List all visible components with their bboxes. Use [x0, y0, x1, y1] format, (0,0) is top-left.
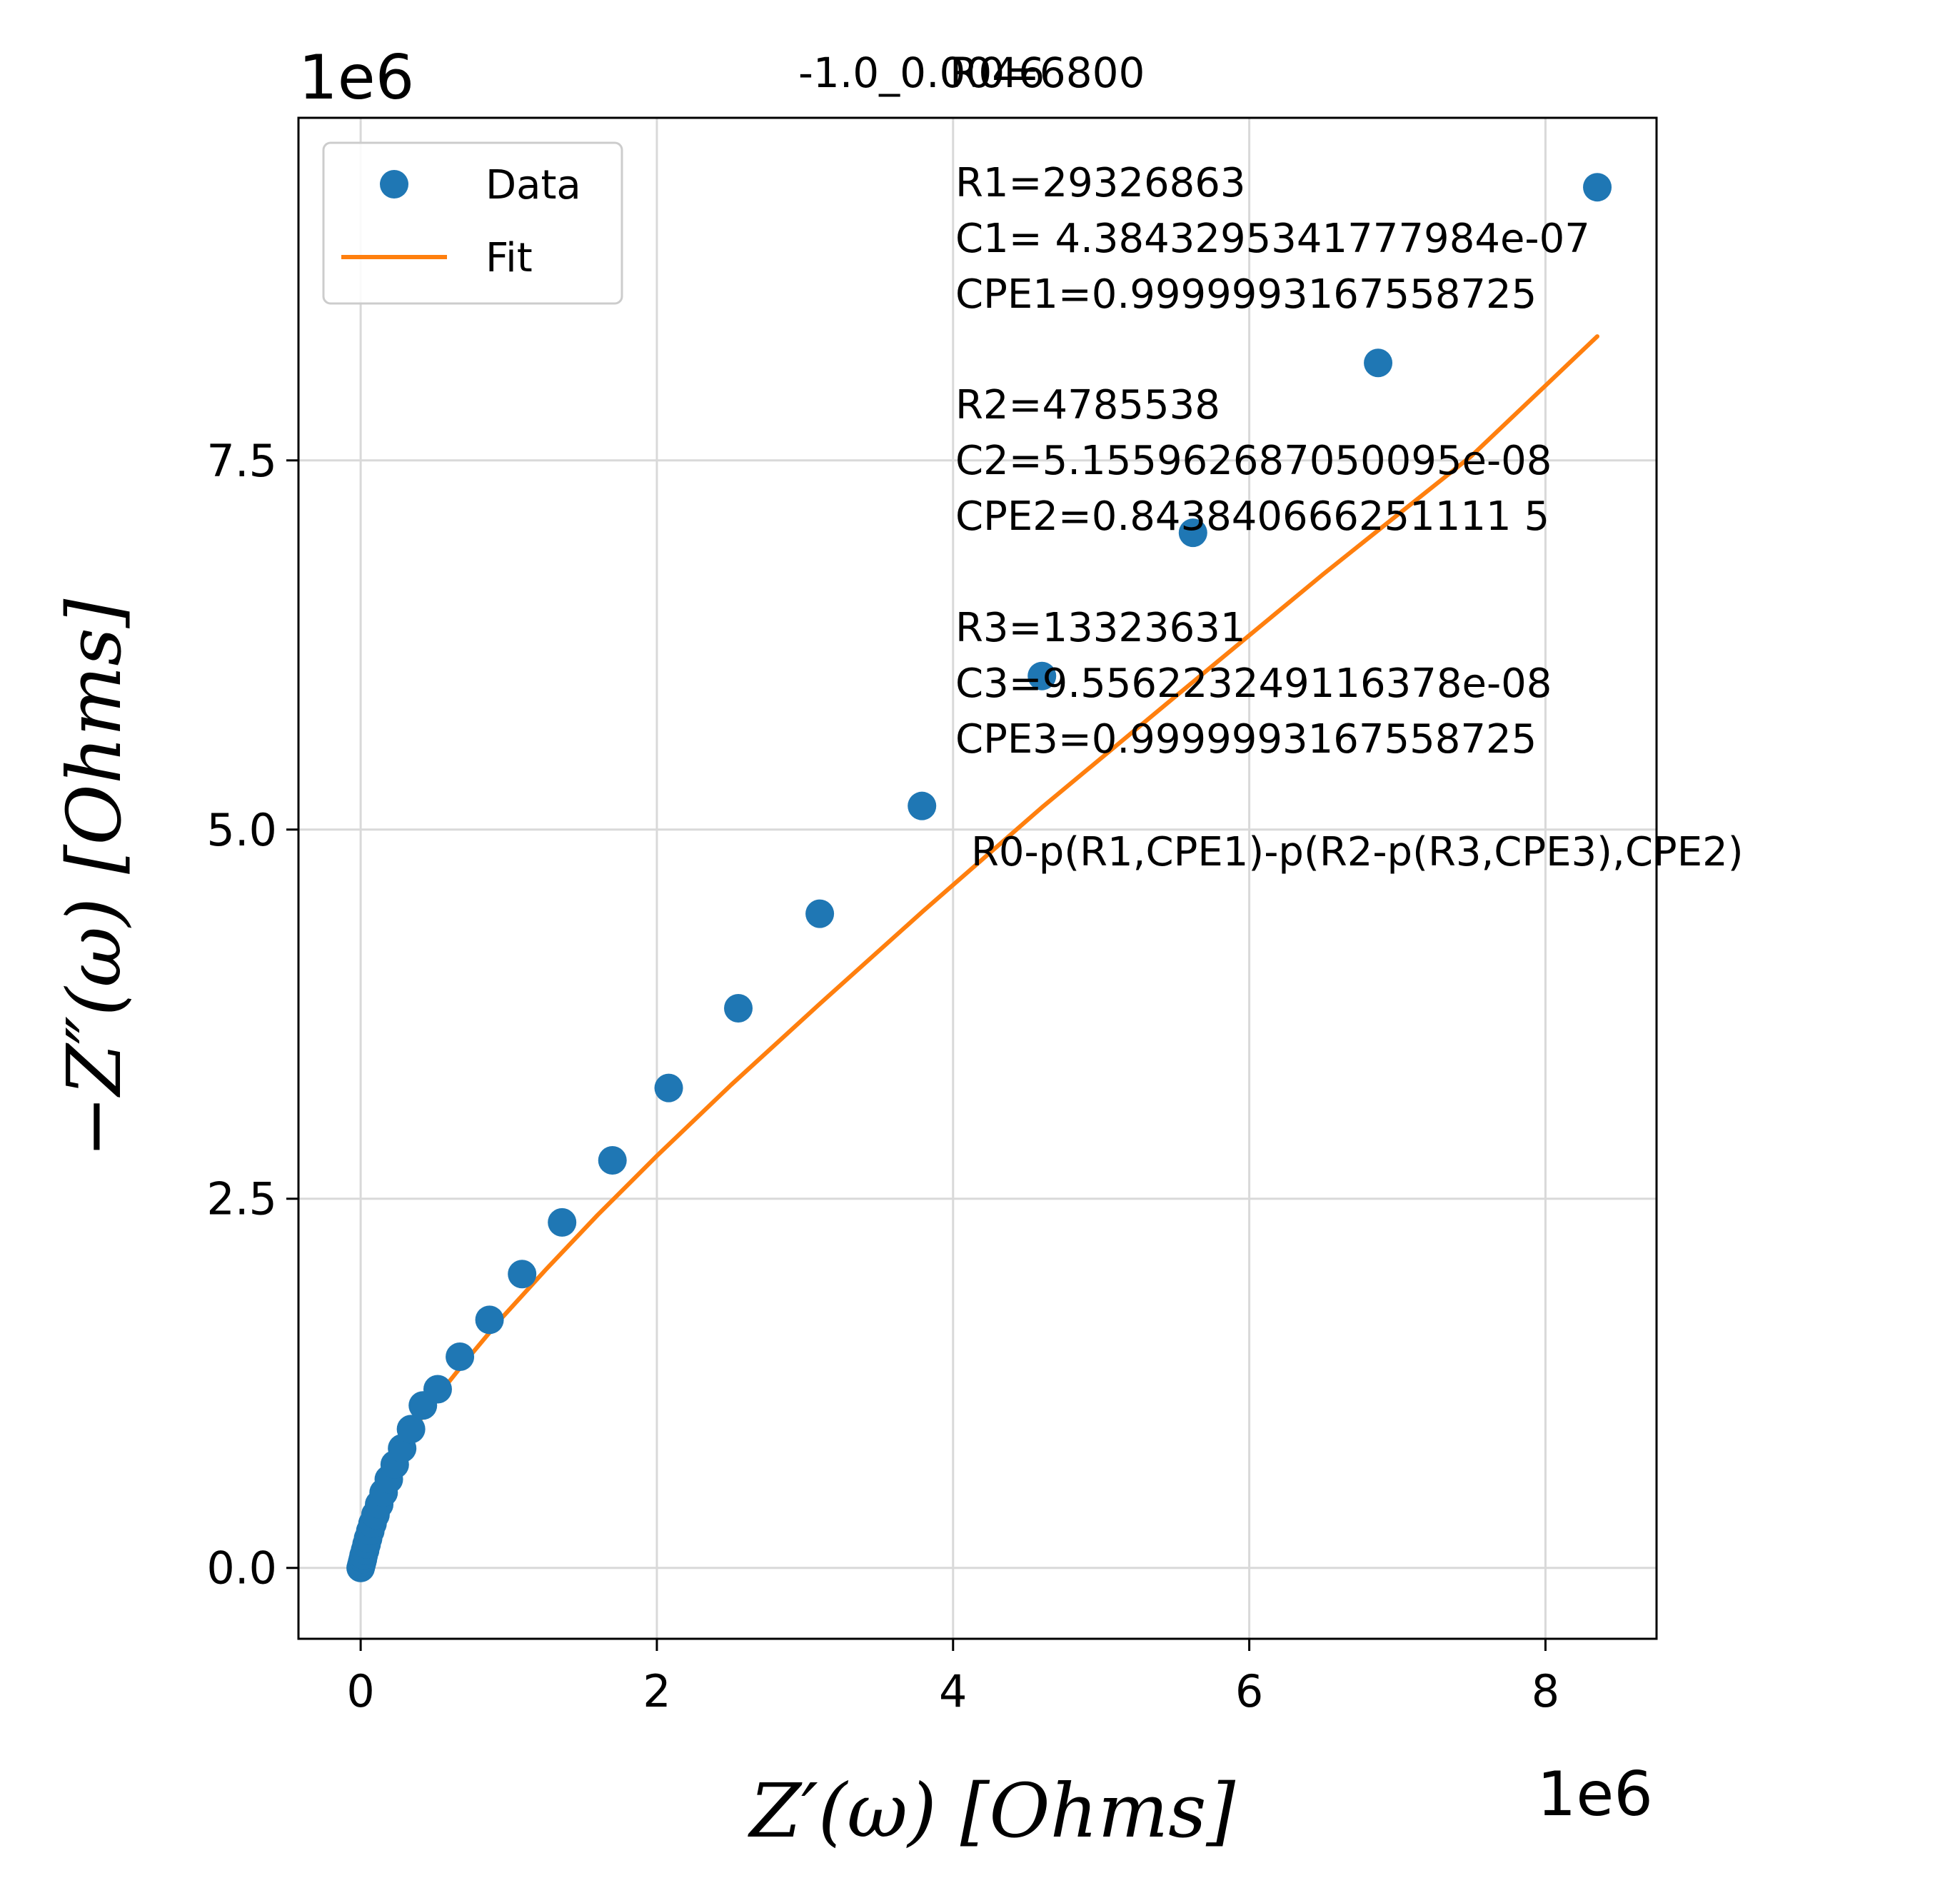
- fit-parameter-annotations: R1=29326863 C1= 4.384329534177798­4e-07 …: [955, 160, 1744, 875]
- annotation-cpe3: CPE3=0.9999993167558725: [955, 716, 1537, 763]
- data-point: [724, 993, 753, 1023]
- x-tick-label: 0: [346, 1665, 374, 1717]
- data-point: [598, 1145, 627, 1175]
- data-point: [1364, 348, 1393, 378]
- annotation-cpe1: CPE1=0.9999993167558725: [955, 271, 1537, 318]
- x-tick-label: 2: [643, 1665, 670, 1717]
- data-point: [423, 1375, 452, 1404]
- annotation-c2: C2=5.155962687050095e-08: [955, 438, 1552, 484]
- y-tick-label: 5.0: [206, 804, 277, 856]
- chart-title-part-2: R0=6800: [950, 49, 1145, 97]
- x-tick-label: 6: [1235, 1665, 1263, 1717]
- points-layer: [346, 173, 1612, 1582]
- x-axis-label: Z′(ω) [Ohms]: [748, 1767, 1236, 1854]
- data-point: [396, 1415, 426, 1444]
- data-point: [446, 1342, 475, 1372]
- annotation-c1: C1= 4.384329534177798­4e-07: [955, 216, 1590, 262]
- x-axis-offset-label: 1e6: [1537, 1759, 1653, 1830]
- legend-data-marker: [380, 170, 408, 199]
- annotation-r1: R1=29326863: [955, 160, 1246, 206]
- y-tick-label: 2.5: [206, 1173, 277, 1225]
- data-point: [1178, 518, 1207, 548]
- data-point: [654, 1073, 683, 1103]
- data-point: [475, 1305, 504, 1335]
- data-point: [805, 899, 835, 928]
- y-axis-offset-label: 1e6: [298, 42, 414, 114]
- y-tick-label: 7.5: [206, 435, 277, 487]
- data-point: [908, 791, 937, 820]
- ticks-layer: 0 2 4 6 8 0.0 2.5 5.0 7.5: [206, 435, 1559, 1717]
- x-tick-label: 4: [939, 1665, 967, 1717]
- y-tick-label: 0.0: [206, 1542, 277, 1595]
- annotation-r3: R3=13323631: [955, 605, 1246, 651]
- annotation-cpe2: CPE2=0.843840666251111 5: [955, 493, 1549, 540]
- legend: Data Fit: [322, 141, 623, 305]
- data-point: [508, 1260, 537, 1289]
- annotation-c3: C3=9.556223249116378e-08: [955, 661, 1552, 707]
- data-point: [1027, 661, 1057, 691]
- chart-title-part-1: -1.0_0.0046: [798, 49, 1045, 97]
- annotation-circuit: R0-p(R1,CPE1)-p(R2-p(R3,CPE3),CPE2): [971, 829, 1744, 875]
- x-tick-label: 8: [1532, 1665, 1559, 1717]
- annotation-r2: R2=4785538: [955, 382, 1220, 428]
- y-axis-label: −Z″(ω) [Ohms]: [51, 598, 138, 1158]
- legend-data-label: Data: [486, 162, 581, 209]
- legend-fit-label: Fit: [486, 235, 533, 281]
- data-point: [1583, 173, 1612, 202]
- data-point: [548, 1207, 577, 1237]
- grid-layer: [298, 118, 1657, 1639]
- plot-frame: [297, 116, 1658, 1640]
